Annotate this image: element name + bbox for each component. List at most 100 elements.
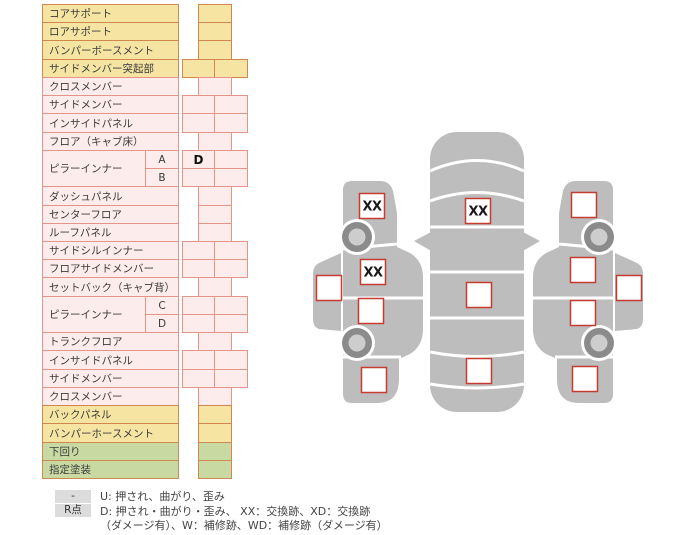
mark-cell[interactable]	[198, 387, 232, 406]
damage-marker-left-rear-door[interactable]	[357, 297, 385, 325]
pillar-sub-label: A	[145, 150, 179, 169]
legend-text: U: 押され、曲がり、歪み	[100, 490, 225, 504]
mark-cell[interactable]	[198, 205, 232, 224]
mark-cell[interactable]	[198, 186, 232, 206]
part-row-label: 下回り	[42, 442, 179, 461]
damage-marker-right-front-fender[interactable]	[570, 191, 598, 219]
damage-marker-right-front-door[interactable]	[569, 256, 597, 284]
damage-marker-value: XX	[363, 266, 383, 281]
mark-cell-right[interactable]	[214, 314, 248, 333]
mark-cell-left[interactable]	[182, 241, 215, 260]
mark-cell-left[interactable]	[182, 59, 215, 78]
mark-cell[interactable]	[198, 332, 232, 351]
part-row-label: フロアサイドメンバー	[42, 259, 179, 278]
mark-cell-right[interactable]	[214, 296, 248, 315]
mark-cell[interactable]	[198, 223, 232, 242]
mark-cell-left[interactable]	[182, 369, 215, 388]
mark-cell-right[interactable]	[214, 369, 248, 388]
pillar-sub-label: B	[145, 168, 179, 187]
damage-marker-value: XX	[362, 200, 382, 215]
part-row-label: バンパーホースメント	[42, 423, 179, 443]
mark-cell[interactable]	[198, 442, 232, 461]
part-row-label: センターフロア	[42, 205, 179, 224]
mark-cell-left[interactable]	[182, 168, 215, 187]
legend-text: D: 押され・曲がり・歪み、 XX：交換跡、XD：交換跡	[100, 504, 371, 518]
mark-cell[interactable]	[198, 423, 232, 443]
mark-cell-left[interactable]: D	[182, 150, 215, 169]
mark-cell-left[interactable]	[182, 95, 215, 114]
damage-marker-right-rear-fender[interactable]	[571, 365, 599, 393]
damage-marker-right-side-roof[interactable]	[615, 274, 643, 302]
part-row-label: コアサポート	[42, 4, 179, 23]
part-row-label: ルーフパネル	[42, 223, 179, 242]
part-row-label: ピラーインナー	[42, 296, 146, 333]
part-row-label: バンパーボースメント	[42, 40, 179, 60]
damage-marker-hood[interactable]: XX	[464, 197, 492, 225]
part-row-label: フロア（キャブ床）	[42, 132, 179, 151]
mark-cell[interactable]	[198, 405, 232, 424]
left-rear-wheel-icon	[339, 325, 375, 361]
mark-cell[interactable]	[198, 22, 232, 41]
part-row-label: ピラーインナー	[42, 150, 146, 187]
damage-marker-left-rear-fender[interactable]	[360, 366, 388, 394]
legend-row: R点 D: 押され・曲がり・歪み、 XX：交換跡、XD：交換跡	[55, 504, 388, 519]
mark-cell-left[interactable]	[182, 296, 215, 315]
left-mirror-icon	[414, 231, 433, 252]
mark-cell-right[interactable]	[214, 241, 248, 260]
part-row-label: クロスメンバー	[42, 77, 179, 96]
part-row-label: 指定塗装	[42, 460, 179, 479]
left-front-wheel-icon	[339, 219, 375, 255]
mark-cell-left[interactable]	[182, 350, 215, 370]
part-row-label: クロスメンバー	[42, 387, 179, 406]
car-left-side-view	[313, 181, 423, 403]
legend-key: -	[55, 489, 91, 503]
mark-cell[interactable]	[198, 277, 232, 297]
mark-cell-right[interactable]	[214, 168, 248, 187]
mark-cell-left[interactable]	[182, 259, 215, 278]
mark-cell-left[interactable]	[182, 314, 215, 333]
part-row-label: サイドメンバー	[42, 95, 179, 114]
mark-cell-left[interactable]	[182, 113, 215, 133]
damage-marker-value: XX	[468, 205, 488, 220]
part-row-label: ダッシュパネル	[42, 186, 179, 206]
mark-cell-right[interactable]	[214, 59, 248, 78]
part-row-label: サイドメンバー	[42, 369, 179, 388]
part-row-label: ロアサポート	[42, 22, 179, 41]
damage-marker-left-side-roof[interactable]	[315, 274, 343, 302]
legend-text: （ダメージ有）、W：補修跡、WD：補修跡（ダメージ有）	[100, 519, 388, 533]
mark-cell[interactable]	[198, 40, 232, 60]
mark-cell-right[interactable]	[214, 95, 248, 114]
right-rear-wheel-icon	[581, 325, 617, 361]
damage-marker-left-front-fender[interactable]: XX	[358, 192, 386, 220]
part-row-label: サイドシルインナー	[42, 241, 179, 260]
legend-key	[55, 519, 91, 532]
part-row-label: バックパネル	[42, 405, 179, 424]
mark-cell-right[interactable]	[214, 150, 248, 169]
mark-cell[interactable]	[198, 132, 232, 151]
car-top-view	[414, 132, 540, 412]
legend-key: R点	[55, 504, 91, 518]
legend-row: - U: 押され、曲がり、歪み	[55, 489, 388, 504]
mark-cell[interactable]	[198, 4, 232, 23]
damage-marker-roof[interactable]	[465, 281, 493, 309]
mark-cell[interactable]	[198, 460, 232, 479]
damage-marker-trunk[interactable]	[465, 357, 493, 385]
right-front-wheel-icon	[581, 219, 617, 255]
pillar-sub-label: D	[145, 314, 179, 333]
mark-cell-right[interactable]	[214, 113, 248, 133]
part-row-label: インサイドパネル	[42, 113, 179, 133]
legend-row: （ダメージ有）、W：補修跡、WD：補修跡（ダメージ有）	[55, 518, 388, 533]
part-row-label: インサイドパネル	[42, 350, 179, 370]
part-row-label: サイドメンバー突起部	[42, 59, 179, 78]
damage-marker-right-rear-door[interactable]	[569, 299, 597, 327]
mark-cell-right[interactable]	[214, 259, 248, 278]
damage-marker-left-front-door[interactable]: XX	[359, 258, 387, 286]
part-row-label: セットバック（キャブ背）	[42, 277, 179, 297]
damage-legend: - U: 押され、曲がり、歪み R点 D: 押され・曲がり・歪み、 XX：交換跡…	[55, 489, 388, 533]
mark-cell-right[interactable]	[214, 350, 248, 370]
pillar-sub-label: C	[145, 296, 179, 315]
right-mirror-icon	[521, 231, 540, 252]
mark-cell[interactable]	[198, 77, 232, 96]
